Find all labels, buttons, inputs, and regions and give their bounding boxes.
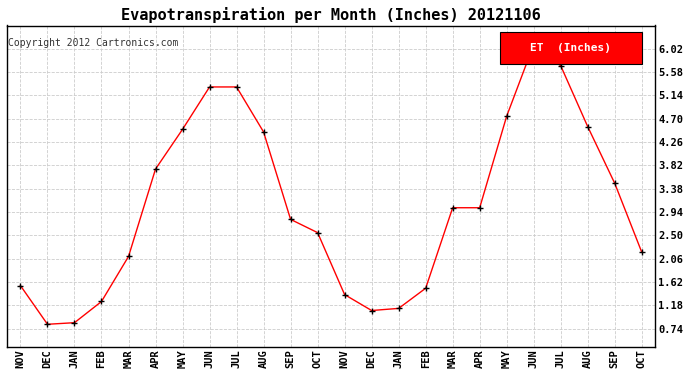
ET  (Inches) [422, 286, 430, 291]
ET  (Inches) [395, 306, 403, 310]
ET  (Inches) [233, 85, 241, 89]
ET  (Inches) [70, 321, 79, 325]
ET  (Inches) [368, 308, 376, 313]
FancyBboxPatch shape [500, 32, 642, 64]
ET  (Inches) [43, 322, 52, 327]
ET  (Inches) [97, 299, 106, 304]
ET  (Inches) [557, 63, 565, 68]
ET  (Inches) [151, 167, 159, 171]
ET  (Inches) [340, 292, 348, 297]
ET  (Inches) [286, 217, 295, 222]
ET  (Inches) [448, 206, 457, 210]
ET  (Inches) [584, 124, 592, 129]
ET  (Inches) [530, 42, 538, 47]
Title: Evapotranspiration per Month (Inches) 20121106: Evapotranspiration per Month (Inches) 20… [121, 7, 541, 23]
ET  (Inches) [17, 284, 25, 288]
ET  (Inches) [124, 254, 132, 259]
ET  (Inches) [475, 206, 484, 210]
Line: ET  (Inches): ET (Inches) [17, 41, 645, 328]
ET  (Inches) [611, 181, 619, 186]
ET  (Inches) [502, 114, 511, 118]
ET  (Inches) [638, 250, 646, 255]
Text: Copyright 2012 Cartronics.com: Copyright 2012 Cartronics.com [8, 38, 179, 48]
ET  (Inches) [313, 230, 322, 235]
ET  (Inches) [259, 130, 268, 134]
ET  (Inches) [206, 85, 214, 89]
ET  (Inches) [179, 127, 187, 132]
Text: ET  (Inches): ET (Inches) [531, 43, 611, 53]
